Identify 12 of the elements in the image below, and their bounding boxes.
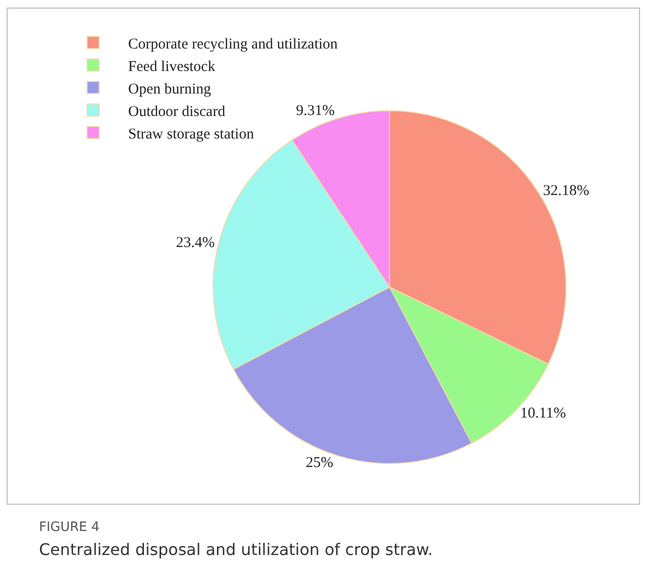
legend-label: Outdoor discard <box>128 104 226 120</box>
data-label: 32.18% <box>542 183 590 200</box>
data-label: 10.11% <box>520 406 566 422</box>
legend-label: Feed livestock <box>128 58 216 75</box>
data-label: 25% <box>306 454 334 471</box>
caption: FIGURE 4 <box>39 520 100 535</box>
legend-label: Corporate recycling and utilization <box>128 36 338 52</box>
data-label: 23.4% <box>176 234 215 251</box>
legend-label: Open burning <box>128 81 212 98</box>
text: Centralized disposal and utilization of crop straw. <box>39 540 433 559</box>
legend-label: Straw storage station <box>128 126 254 142</box>
data-label: 9.31% <box>296 102 335 119</box>
